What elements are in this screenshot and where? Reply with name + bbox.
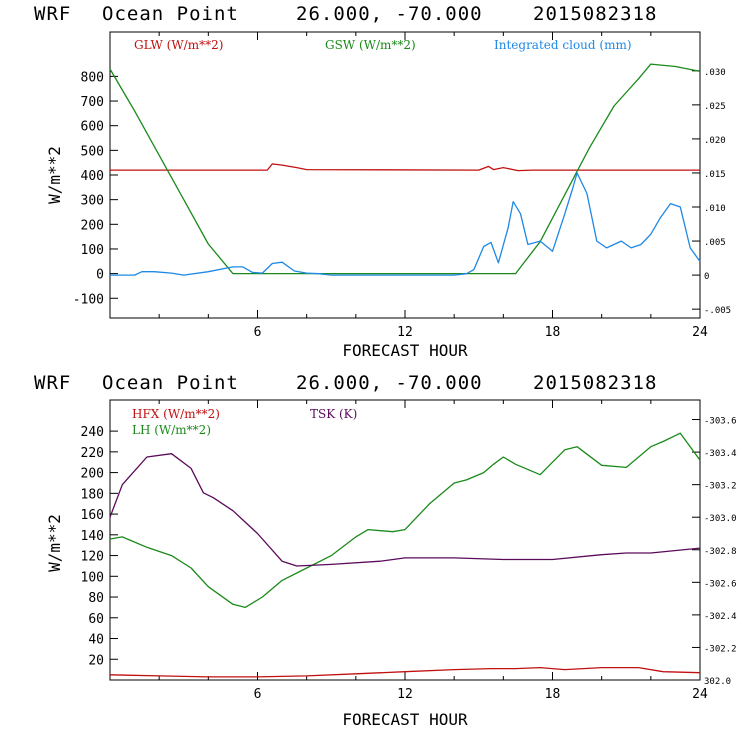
y-tick-label: 80 [88,591,104,606]
header-coords: 26.000, -70.000 [296,3,483,25]
y-tick-label: 0 [96,268,104,283]
x-tick-label: 18 [545,687,561,702]
y-tick-label: 100 [81,243,104,258]
y-tick-label: 500 [81,144,104,159]
legend-entry-blue: Integrated cloud (mm) [494,38,632,52]
y2-tick-label: .015 [704,170,726,180]
y2-tick-label: -302.2 [704,644,737,654]
y2-tick-label: .005 [704,238,726,248]
y-axis-label: W/m**2 [45,514,64,572]
series-line-purple [109,453,701,567]
y2-tick-label: -302.4 [704,612,737,622]
x-tick-label: 24 [692,325,708,340]
x-tick-label: 24 [692,687,708,702]
y-tick-label: 800 [81,70,104,85]
y-tick-label: 60 [88,612,104,627]
header-coords: 26.000, -70.000 [296,372,483,394]
y-tick-label: 120 [81,550,104,565]
x-axis-label: FORECAST HOUR [342,341,468,360]
legend-entry-red: GLW (W/m**2) [134,38,223,52]
header-location: Ocean Point [102,3,239,25]
header-date: 2015082318 [533,372,657,394]
y2-tick-label: 0 [704,272,709,282]
y-tick-label: -100 [73,292,104,307]
series-line-red [109,666,701,678]
y-tick-label: 220 [81,446,104,461]
y2-tick-label: -303.6 [704,417,737,427]
legend-entry-green: LH (W/m**2) [132,423,211,437]
legend-entry-purple: TSK (K) [310,407,357,421]
y2-tick-label: -302.6 [704,579,737,589]
y2-tick-label: -303.2 [704,482,737,492]
y-tick-label: 100 [81,570,104,585]
y2-tick-label: -302.8 [704,547,737,557]
series-line-blue [110,172,701,276]
legend-entry-green: GSW (W/m**2) [325,38,416,52]
y2-tick-label: .010 [704,204,726,214]
y-tick-label: 200 [81,218,104,233]
header-location: Ocean Point [102,372,239,394]
y-tick-label: 600 [81,120,104,135]
y2-tick-label: 302.0 [704,677,731,687]
y2-tick-label: .020 [704,136,726,146]
y-tick-label: 200 [81,467,104,482]
series-line-green [109,63,701,275]
header-model: WRF [34,372,71,394]
series-line-green [109,432,701,609]
x-axis-label: FORECAST HOUR [342,710,468,729]
series-line-red [110,163,700,172]
y-tick-label: 140 [81,529,104,544]
y-tick-label: 400 [81,169,104,184]
x-tick-label: 6 [254,325,262,340]
y-axis-label: W/m**2 [45,146,64,204]
y2-tick-label: -.005 [704,306,731,316]
chart-panel-2: WRF Ocean Point 26.000, -70.000 2015082318 2… [34,372,737,729]
y2-tick-label: -303.4 [704,449,737,459]
y-tick-label: 20 [88,653,104,668]
y-tick-label: 40 [88,633,104,648]
y2-tick-label: .025 [704,102,726,112]
x-tick-label: 12 [397,687,413,702]
x-tick-label: 18 [545,325,561,340]
y-tick-label: 240 [81,425,104,440]
y-tick-label: 700 [81,95,104,110]
y-tick-label: 180 [81,487,104,502]
plot-frame [109,399,701,681]
legend-entry-red: HFX (W/m**2) [132,407,220,421]
x-tick-label: 12 [397,325,413,340]
header-date: 2015082318 [533,3,657,25]
y-tick-label: 160 [81,508,104,523]
y2-tick-label: .030 [704,68,726,78]
chart-panel-1: WRF Ocean Point 26.000, -70.000 2015082318 -… [34,3,731,360]
header-model: WRF [34,3,71,25]
x-tick-label: 6 [254,687,262,702]
y-tick-label: 300 [81,194,104,209]
y2-tick-label: -303.0 [704,514,737,524]
